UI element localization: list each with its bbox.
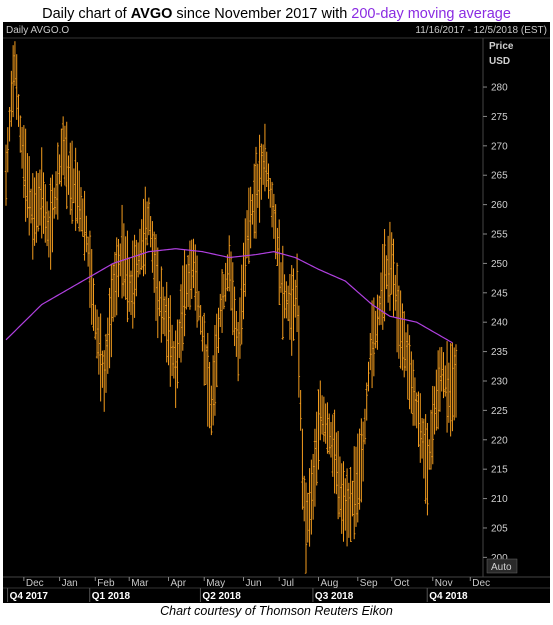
quarter-label: Q3 2018 <box>315 591 354 602</box>
x-tick-label: Sep <box>360 578 378 589</box>
y-tick-label: 250 <box>491 259 508 270</box>
y-tick-label: 275 <box>491 112 508 123</box>
y-tick-label: 265 <box>491 171 508 182</box>
y-tick-label: 215 <box>491 465 508 476</box>
y-tick-label: 280 <box>491 83 508 94</box>
y-tick-label: 260 <box>491 200 508 211</box>
y-axis-unit: USD <box>489 56 510 67</box>
x-tick-label: Apr <box>171 578 187 589</box>
x-tick-label: Oct <box>394 578 410 589</box>
chart-panel[interactable]: Daily AVGO.O 11/16/2017 - 12/5/2018 (EST… <box>3 22 550 603</box>
y-tick-label: 245 <box>491 288 508 299</box>
x-tick-label: Feb <box>97 578 115 589</box>
y-tick-label: 200 <box>491 553 508 564</box>
y-tick-label: 240 <box>491 318 508 329</box>
date-range-label: 11/16/2017 - 12/5/2018 (EST) <box>415 25 547 36</box>
x-tick-label: Nov <box>435 578 453 589</box>
y-tick-label: 230 <box>491 376 508 387</box>
chart-caption: Chart courtesy of Thomson Reuters Eikon <box>160 604 393 618</box>
y-tick-label: 225 <box>491 406 508 417</box>
auto-scale-button[interactable] <box>486 558 518 574</box>
quarter-label: Q1 2018 <box>92 591 131 602</box>
chart-title: Daily chart of AVGO since November 2017 … <box>42 6 511 22</box>
auto-scale-label: Auto <box>491 562 512 573</box>
x-tick-label: Jun <box>246 578 262 589</box>
x-tick-label: Dec <box>472 578 490 589</box>
y-tick-label: 255 <box>491 230 508 241</box>
y-tick-label: 270 <box>491 141 508 152</box>
quarter-label: Q4 2018 <box>429 591 468 602</box>
moving-average-line <box>5 248 453 344</box>
y-tick-label: 220 <box>491 435 508 446</box>
y-tick-label: 205 <box>491 523 508 534</box>
x-tick-label: Mar <box>131 578 149 589</box>
x-tick-label: Jul <box>281 578 294 589</box>
x-tick-label: Aug <box>321 578 339 589</box>
quarter-label: Q4 2017 <box>10 591 49 602</box>
y-tick-label: 235 <box>491 347 508 358</box>
price-chart[interactable]: Daily AVGO.O 11/16/2017 - 12/5/2018 (EST… <box>3 22 550 603</box>
panel-label: Daily AVGO.O <box>6 25 69 36</box>
x-tick-label: Dec <box>26 578 44 589</box>
y-tick-label: 210 <box>491 494 508 505</box>
x-tick-label: Jan <box>62 578 78 589</box>
y-axis-title: Price <box>489 41 514 52</box>
x-tick-label: May <box>206 578 225 589</box>
quarter-label: Q2 2018 <box>202 591 241 602</box>
